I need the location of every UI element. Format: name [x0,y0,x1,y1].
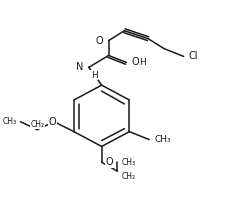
Text: Cl: Cl [188,51,198,61]
Text: H: H [90,71,97,80]
Text: O: O [96,36,103,46]
Text: O: O [105,157,113,167]
Text: O: O [48,117,56,127]
Text: CH₃: CH₃ [154,135,170,144]
Text: CH₂: CH₂ [30,120,44,129]
Text: N: N [76,62,84,72]
Text: CH₃: CH₃ [121,158,135,167]
Text: CH₂: CH₂ [121,172,135,181]
Text: CH₃: CH₃ [2,117,16,126]
Text: H: H [139,58,145,67]
Text: O: O [131,57,138,67]
